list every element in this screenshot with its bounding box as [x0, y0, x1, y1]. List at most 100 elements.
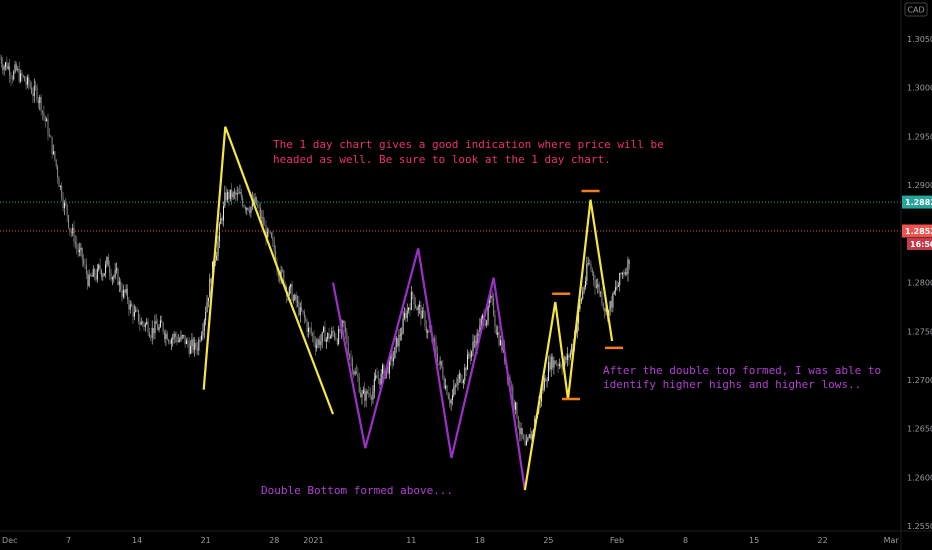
candle-body: [59, 185, 61, 187]
candle-body: [626, 272, 628, 275]
candle-body: [586, 263, 588, 281]
candle-body: [26, 77, 28, 85]
candle-body: [148, 332, 150, 338]
candle-body: [247, 207, 249, 211]
candle-body: [390, 353, 392, 360]
candle-body: [310, 328, 312, 334]
candle-body: [153, 328, 155, 334]
candle-body: [9, 66, 11, 76]
candle-body: [179, 340, 181, 341]
x-tick-label: 21: [201, 536, 211, 545]
candle-body: [70, 231, 72, 234]
candle-body: [449, 399, 451, 404]
candle-body: [159, 320, 161, 327]
candle-body: [578, 309, 580, 324]
y-tick-label: 1.27500: [907, 327, 932, 336]
candle-body: [284, 283, 286, 287]
candle-body: [456, 384, 458, 386]
candle-body: [543, 378, 545, 389]
candle-body: [22, 75, 24, 77]
candle-body: [92, 269, 94, 277]
candle-body: [379, 378, 381, 385]
candle-body: [181, 335, 183, 336]
candle-body: [2, 63, 4, 70]
candle-body: [297, 301, 299, 303]
candle-body: [3, 66, 5, 70]
candle-body: [424, 311, 426, 327]
candle-body: [209, 278, 211, 298]
candle-body: [446, 385, 448, 395]
candle-body: [69, 227, 71, 232]
candle-body: [420, 304, 422, 319]
candle-body: [63, 202, 65, 209]
candle-body: [158, 326, 160, 330]
candle-body: [10, 75, 12, 79]
candle-body: [0, 58, 2, 64]
candle-body: [365, 391, 367, 401]
candle-body: [357, 373, 359, 378]
y-tick-label: 1.26000: [907, 473, 932, 482]
candle-body: [255, 197, 257, 205]
candle-body: [164, 331, 166, 339]
candle-body: [290, 284, 292, 288]
annotation-texts: The 1 day chart gives a good indication …: [261, 138, 881, 497]
candle-body: [419, 304, 421, 307]
candle-body: [46, 119, 48, 122]
candle-body: [602, 303, 604, 309]
candle-body: [99, 264, 101, 270]
candle-body: [354, 371, 356, 375]
candle-body: [520, 428, 522, 435]
candle-body: [225, 192, 227, 200]
candle-body: [391, 353, 393, 362]
candle-body: [20, 73, 22, 82]
svg-text:CAD: CAD: [907, 6, 924, 15]
level-lines: [0, 201, 901, 232]
candle-body: [406, 310, 408, 319]
candle-body: [321, 331, 323, 342]
candle-body: [52, 151, 54, 155]
candle-body: [54, 151, 56, 160]
candle-body: [269, 232, 271, 233]
candle-body: [334, 332, 336, 338]
candle-body: [224, 192, 226, 207]
candle-body: [408, 307, 410, 311]
candle-body: [351, 358, 353, 371]
candle-body: [512, 386, 514, 400]
candle-body: [251, 199, 253, 208]
candle-body: [88, 274, 90, 287]
candle-body: [394, 346, 396, 359]
candle-body: [235, 192, 237, 195]
candle-body: [50, 136, 52, 137]
candle-body: [584, 280, 586, 288]
candle-body: [77, 247, 79, 253]
candle-body: [521, 428, 523, 435]
candle-body: [258, 207, 260, 208]
candle-body: [127, 288, 129, 300]
candle-body: [388, 359, 390, 374]
candle-body: [128, 299, 130, 310]
candle-body: [550, 356, 552, 370]
candle-body: [401, 333, 403, 335]
candle-body: [598, 284, 600, 293]
candle-body: [553, 360, 555, 368]
candle-body: [531, 431, 533, 440]
candle-body: [364, 389, 366, 401]
candle-body: [13, 71, 15, 80]
candle-body: [28, 77, 30, 84]
candle-body: [497, 332, 499, 335]
candle-body: [372, 391, 374, 400]
candle-body: [458, 373, 460, 380]
candle-body: [393, 358, 395, 362]
candle-body: [327, 332, 329, 340]
candle-body: [302, 310, 304, 312]
y-tick-label: 1.29000: [907, 181, 932, 190]
candle-body: [332, 330, 334, 333]
candle-body: [368, 392, 370, 394]
x-tick-label: 18: [475, 536, 485, 545]
candle-body: [74, 242, 76, 244]
candle-body: [516, 402, 518, 418]
candle-body: [188, 343, 190, 354]
candle-body: [139, 321, 141, 325]
candle-body: [560, 364, 562, 367]
